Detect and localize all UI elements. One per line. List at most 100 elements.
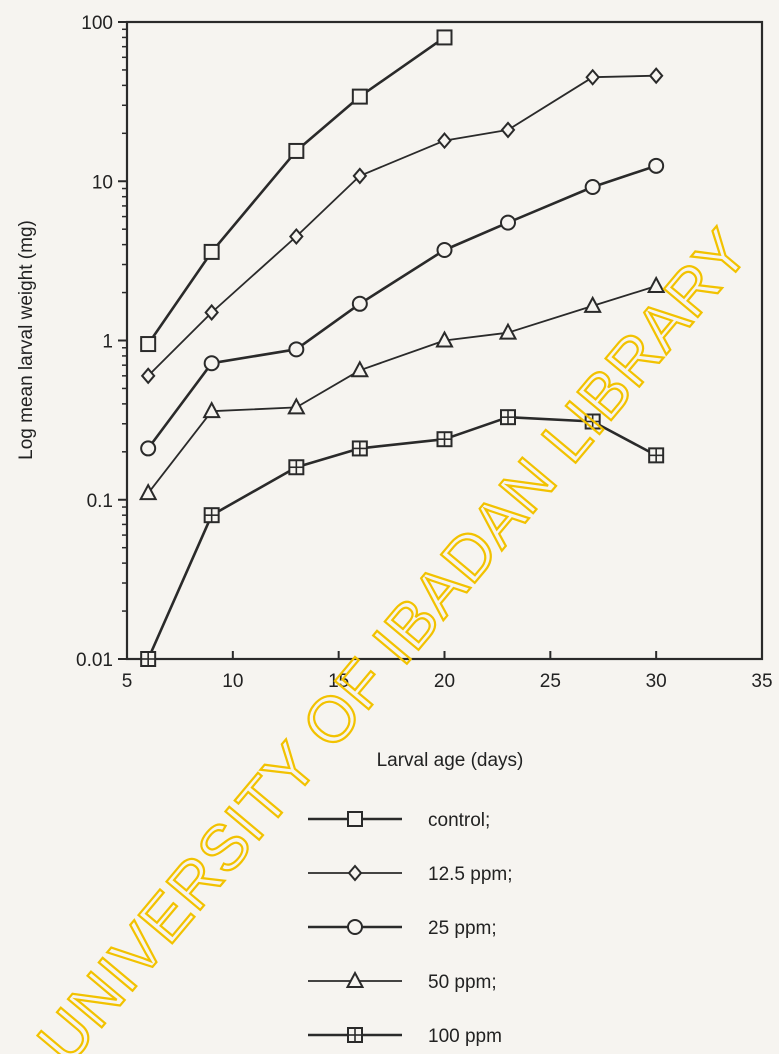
data-point <box>138 483 158 501</box>
data-point <box>583 295 602 313</box>
marker-shape <box>435 330 454 348</box>
marker-shape <box>583 295 602 313</box>
data-point <box>584 413 601 430</box>
marker-shape <box>648 157 665 174</box>
marker-shape <box>585 68 600 86</box>
series-line <box>147 415 657 660</box>
marker-shape <box>288 341 305 358</box>
data-point <box>500 409 516 426</box>
data-point <box>140 367 156 385</box>
legend-marker <box>347 811 363 827</box>
marker-shape <box>288 142 305 159</box>
marker-shape <box>437 132 452 150</box>
series-line <box>147 285 657 494</box>
marker-shape <box>500 214 516 231</box>
marker-shape <box>350 360 370 378</box>
marker-shape <box>204 303 219 321</box>
x-axis-title: Larval age (days) <box>377 750 524 771</box>
data-point <box>140 336 157 353</box>
x-tick-label: 25 <box>540 671 561 692</box>
marker-shape <box>500 121 516 139</box>
marker-shape <box>347 864 363 882</box>
legend-marker <box>347 1027 363 1043</box>
x-tick-label: 15 <box>328 671 349 692</box>
marker-shape <box>352 167 368 185</box>
legend-marker <box>345 970 365 988</box>
data-point <box>437 132 452 150</box>
data-point <box>202 401 221 419</box>
data-point <box>287 397 306 415</box>
legend-marker <box>347 919 363 935</box>
data-point <box>648 157 665 174</box>
legend-item-3: 25 ppm; <box>308 918 497 939</box>
data-point <box>204 303 219 321</box>
data-point <box>584 179 601 196</box>
marker-shape <box>584 179 601 196</box>
marker-shape <box>648 67 664 85</box>
legend-label: control; <box>428 810 490 831</box>
data-point <box>436 242 453 259</box>
legend-item-4: 50 ppm; <box>308 970 497 993</box>
marker-shape <box>138 483 158 501</box>
legend-label: 100 ppm <box>428 1026 502 1047</box>
data-point <box>500 121 516 139</box>
marker-shape <box>436 242 453 259</box>
legend-item-1: control; <box>308 810 490 831</box>
series-5 <box>140 409 665 667</box>
data-point <box>140 651 157 667</box>
marker-shape <box>351 88 368 105</box>
data-point <box>648 67 664 85</box>
legend: control; 12.5 ppm; 25 ppm; 50 ppm; 100 ppm <box>308 810 513 1047</box>
data-point <box>288 142 305 159</box>
series-line <box>147 74 657 377</box>
data-point <box>289 227 304 246</box>
series-3 <box>140 157 665 457</box>
data-point <box>352 167 368 185</box>
legend-label: 25 ppm; <box>428 918 497 939</box>
data-point <box>350 360 370 378</box>
legend-marker <box>347 864 363 882</box>
data-point <box>646 275 666 293</box>
legend-item-5: 100 ppm <box>308 1026 502 1047</box>
data-point <box>288 459 305 476</box>
marker-shape <box>140 336 157 353</box>
y-axis-title: Log mean larval weight (mg) <box>16 220 37 460</box>
data-point <box>500 214 516 231</box>
marker-shape <box>345 970 365 988</box>
y-tick-label: 1 <box>102 332 113 353</box>
data-point <box>351 440 368 457</box>
marker-shape <box>498 322 518 340</box>
x-tick-label: 35 <box>751 671 772 692</box>
data-point <box>351 88 368 105</box>
data-point <box>203 243 220 260</box>
marker-shape <box>436 29 453 46</box>
data-point <box>288 341 305 358</box>
data-point <box>498 322 518 340</box>
series-4 <box>138 275 666 501</box>
y-tick-label: 10 <box>92 172 113 193</box>
data-point <box>140 440 157 457</box>
marker-shape <box>289 227 304 246</box>
x-tick-label: 10 <box>222 671 243 692</box>
series-line <box>147 164 657 450</box>
x-tick-label: 20 <box>434 671 455 692</box>
legend-label: 12.5 ppm; <box>428 864 513 885</box>
series-2 <box>140 67 664 385</box>
data-point <box>351 295 368 312</box>
data-point <box>648 447 665 464</box>
marker-shape <box>347 919 363 935</box>
plot-area: 5 10 15 20 25 30 35 0.01 0.1 1 10 100 <box>76 13 773 692</box>
marker-shape <box>140 440 157 457</box>
marker-shape <box>287 397 306 415</box>
data-point <box>585 68 600 86</box>
marker-shape <box>203 355 220 372</box>
y-tick-label: 0.1 <box>87 491 113 512</box>
series-1 <box>140 29 453 353</box>
marker-shape <box>351 295 368 312</box>
marker-shape <box>140 367 156 385</box>
legend-item-2: 12.5 ppm; <box>308 864 513 885</box>
legend-label: 50 ppm; <box>428 972 497 993</box>
data-point <box>436 431 453 448</box>
